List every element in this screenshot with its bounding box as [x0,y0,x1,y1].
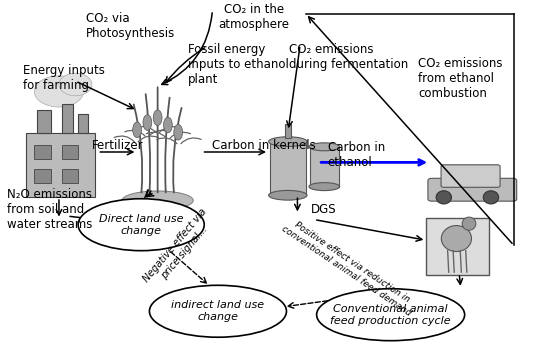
Ellipse shape [436,191,451,204]
Ellipse shape [34,76,84,107]
Text: CO₂ via
Photosynthesis: CO₂ via Photosynthesis [87,12,176,40]
FancyBboxPatch shape [34,145,51,159]
Text: Negative effect via
price signal...: Negative effect via price signal... [142,207,218,291]
Ellipse shape [143,115,152,131]
Text: indirect land use
change: indirect land use change [171,300,264,322]
FancyBboxPatch shape [270,142,306,195]
Text: Positive effect via reduction in
conventional animal feed demand: Positive effect via reduction in convent… [280,215,419,317]
Ellipse shape [309,183,339,191]
Ellipse shape [149,285,287,337]
Text: DGS: DGS [311,203,337,216]
Ellipse shape [78,199,204,251]
Ellipse shape [133,122,142,138]
Ellipse shape [309,143,339,151]
Ellipse shape [153,110,162,126]
FancyBboxPatch shape [441,165,500,187]
Ellipse shape [164,117,172,133]
Text: CO₂ emissions
during fermentation: CO₂ emissions during fermentation [289,43,408,71]
Text: CO₂ in the
atmosphere: CO₂ in the atmosphere [218,3,289,31]
Text: Direct land use
change: Direct land use change [99,214,183,236]
Text: CO₂ emissions
from ethanol
combustion: CO₂ emissions from ethanol combustion [418,57,503,100]
Ellipse shape [483,191,499,204]
Text: Carbon in kernels: Carbon in kernels [213,139,316,151]
FancyBboxPatch shape [62,145,78,159]
Text: Fertilizer: Fertilizer [92,139,143,151]
FancyBboxPatch shape [426,218,489,275]
FancyBboxPatch shape [310,147,338,187]
FancyBboxPatch shape [37,110,51,133]
Ellipse shape [59,73,92,96]
Ellipse shape [317,289,464,341]
Text: Conventional animal
feed production cycle: Conventional animal feed production cycl… [330,304,451,326]
Text: N₂O emissions
from soil and
water streams: N₂O emissions from soil and water stream… [7,188,92,231]
Ellipse shape [441,225,472,252]
FancyBboxPatch shape [78,114,88,133]
Ellipse shape [174,125,182,140]
FancyBboxPatch shape [428,178,517,201]
Text: Energy inputs
for farming: Energy inputs for farming [23,64,105,92]
FancyBboxPatch shape [26,133,95,197]
FancyBboxPatch shape [284,124,291,138]
FancyBboxPatch shape [62,169,78,183]
Ellipse shape [269,137,307,147]
Ellipse shape [122,191,193,210]
FancyBboxPatch shape [62,104,73,133]
Text: Fossil energy
inputs to ethanol
plant: Fossil energy inputs to ethanol plant [188,43,289,86]
Ellipse shape [462,217,476,230]
Text: Carbon in
ethanol: Carbon in ethanol [328,141,385,170]
Ellipse shape [269,191,307,200]
FancyBboxPatch shape [34,169,51,183]
